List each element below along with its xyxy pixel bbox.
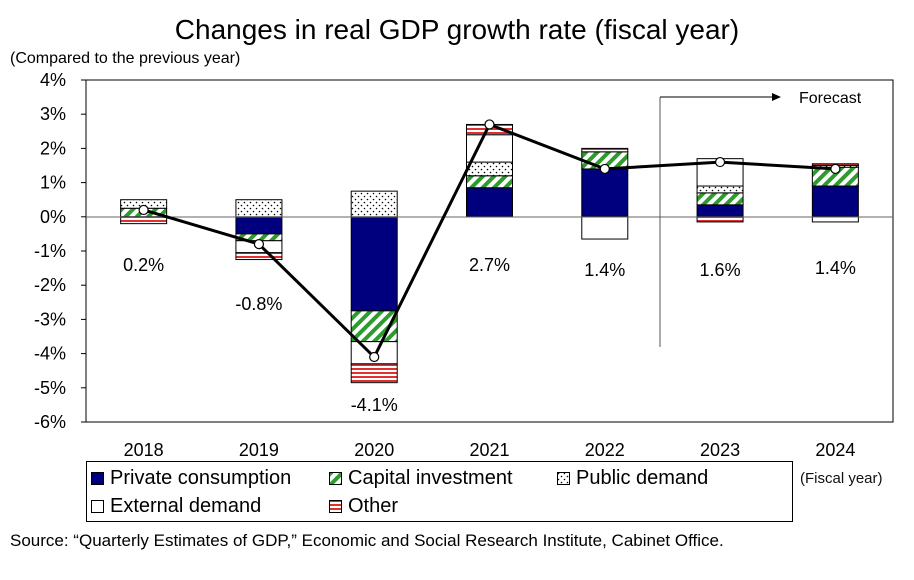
total-point: [599, 163, 610, 175]
bar-segment-private-consumption: [350, 216, 398, 312]
total-data-label: -0.8%: [235, 294, 282, 314]
total-point: [138, 204, 149, 216]
total-line: [138, 119, 841, 363]
bar-segment-public-demand: [235, 199, 283, 218]
total-point: [714, 156, 726, 168]
total-data-label: 0.2%: [123, 255, 164, 275]
chart-svg: 4% 3% 2% 1% 0% -1% -2% -3% -4% -5% -6% 2018 2019 202…: [34, 70, 894, 460]
y-tick-label: -5%: [34, 378, 66, 398]
forecast-label: Forecast: [799, 90, 862, 107]
legend-item-private-consumption: Private consumption: [91, 467, 291, 490]
legend-item-public-demand: Public demand: [557, 467, 708, 490]
legend-label: Capital investment: [348, 467, 513, 489]
legend-label: External demand: [110, 495, 262, 517]
legend-label: Private consumption: [110, 467, 292, 489]
y-tick-label: -4%: [34, 344, 66, 364]
bar-segment-private-consumption: [235, 216, 283, 235]
bar-segment-other: [581, 147, 629, 153]
legend-item-external-demand: External demand: [91, 495, 261, 518]
x-tick-label: 2018: [124, 440, 164, 460]
bar-segment-other: [120, 216, 168, 225]
x-axis: 2018 2019 2020 2021 2022 2023 2024: [124, 440, 856, 460]
x-tick-label: 2024: [815, 440, 855, 460]
legend-label: Other: [348, 495, 399, 517]
bar-segment-other: [350, 363, 398, 384]
total-data-label: 1.4%: [815, 258, 856, 278]
y-tick-label: -3%: [34, 309, 66, 329]
bar-segment-other: [235, 252, 283, 261]
x-tick-label: 2020: [354, 440, 394, 460]
total-point: [484, 119, 495, 130]
total-data-label: 1.4%: [584, 260, 625, 280]
y-tick-label: 1%: [40, 173, 66, 193]
bar-segment-public-demand: [466, 161, 513, 177]
total-point: [830, 163, 841, 175]
bar-segment-private-consumption: [466, 187, 513, 218]
x-tick-label: 2023: [700, 440, 740, 460]
bar-segment-public-demand: [696, 185, 744, 194]
total-point: [253, 239, 265, 250]
bar-segment-external-demand: [581, 216, 629, 240]
bar-segment-public-demand: [350, 190, 398, 218]
total-data-label: 2.7%: [469, 255, 510, 275]
y-tick-label: -1%: [34, 241, 66, 261]
y-tick-label: 2%: [40, 138, 66, 158]
x-axis-unit-note: (Fiscal year): [800, 470, 883, 487]
bar-segment-private-consumption: [696, 204, 744, 218]
total-labels: 0.2% -0.8% -4.1% 2.7% 1.4% 1.6% 1.4%: [123, 255, 856, 415]
total-point: [369, 351, 380, 363]
total-data-label: 1.6%: [700, 260, 741, 280]
bar-segment-capital-investment: [696, 192, 744, 206]
x-tick-label: 2021: [469, 440, 509, 460]
y-tick-label: -2%: [34, 275, 66, 295]
legend-item-other: Other: [329, 495, 398, 518]
chart-title: Changes in real GDP growth rate (fiscal …: [174, 14, 740, 45]
y-tick-label: 0%: [40, 207, 66, 227]
bar-segment-other: [696, 216, 744, 223]
forecast-marker: Forecast: [659, 90, 862, 347]
total-data-label: -4.1%: [351, 395, 398, 415]
x-tick-label: 2019: [239, 440, 279, 460]
bar-segment-private-consumption: [811, 185, 859, 218]
y-tick-label: -6%: [34, 412, 66, 432]
bar-segment-private-consumption: [581, 168, 629, 218]
y-tick-label: 4%: [40, 70, 66, 90]
y-tick-label: 3%: [40, 104, 66, 124]
legend: Private consumption Capital investment P…: [86, 461, 793, 522]
legend-label: Public demand: [576, 467, 709, 489]
y-axis: 4% 3% 2% 1% 0% -1% -2% -3% -4% -5% -6%: [34, 70, 86, 432]
bar-segment-capital-investment: [466, 175, 513, 189]
x-tick-label: 2022: [585, 440, 625, 460]
unit-note: (Compared to the previous year): [10, 50, 241, 67]
bar-segment-external-demand: [811, 216, 859, 223]
legend-item-capital-investment: Capital investment: [329, 467, 513, 490]
source-note: Source: “Quarterly Estimates of GDP,” Ec…: [10, 531, 724, 550]
